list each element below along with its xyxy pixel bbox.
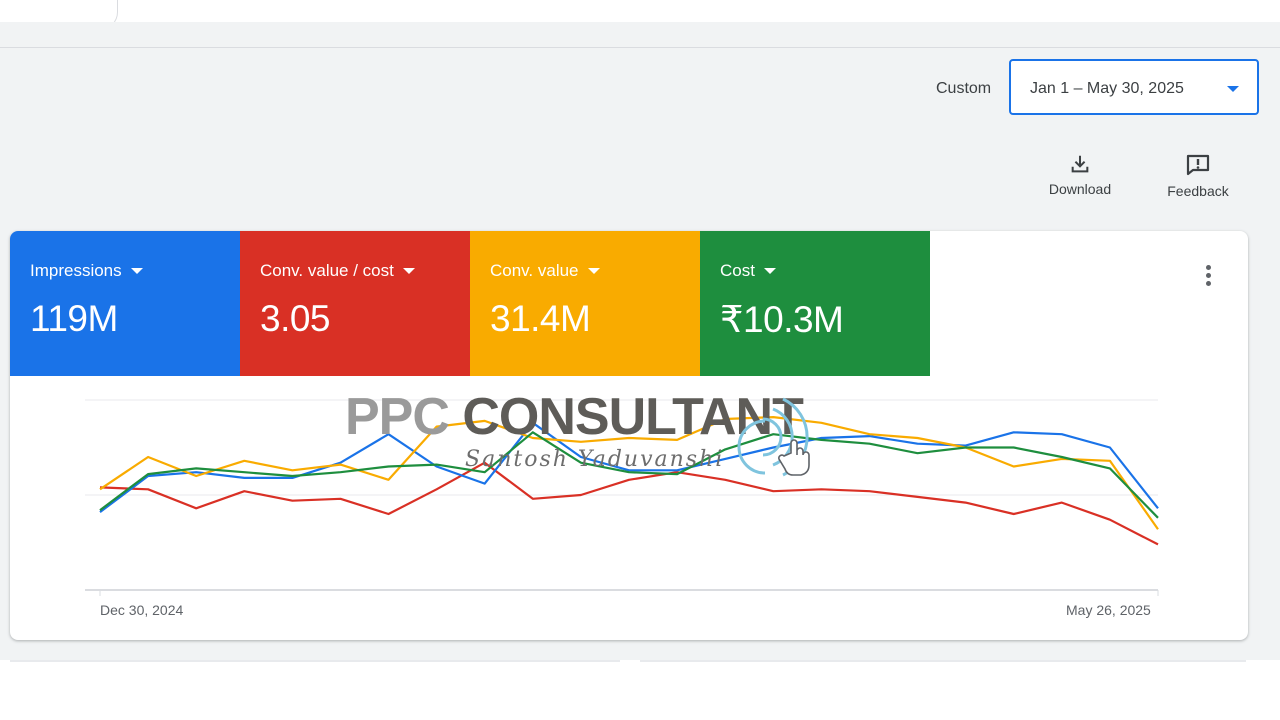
- download-icon: [1071, 155, 1089, 173]
- metric-tile-conv-value-cost[interactable]: Conv. value / cost 3.05: [240, 231, 470, 376]
- metric-label: Conv. value: [490, 261, 579, 280]
- chevron-down-icon: [587, 268, 600, 274]
- x-axis-start-label: Dec 30, 2024: [100, 602, 184, 618]
- metric-label: Cost: [720, 261, 755, 280]
- feedback-button[interactable]: Feedback: [1153, 153, 1243, 199]
- date-range-select[interactable]: Jan 1 – May 30, 2025: [1009, 59, 1259, 115]
- more-options-icon[interactable]: [1204, 265, 1212, 289]
- series-line-conv-value-cost: [99, 461, 1159, 546]
- download-label: Download: [1048, 181, 1112, 197]
- metric-value: 119M: [30, 298, 118, 339]
- metric-value: ₹10.3M: [720, 299, 844, 340]
- header-divider: [0, 47, 1280, 48]
- download-button[interactable]: Download: [1035, 153, 1125, 197]
- date-range-value: Jan 1 – May 30, 2025: [1030, 80, 1184, 97]
- x-axis-end-label: May 26, 2025: [1066, 602, 1151, 618]
- metric-label: Conv. value / cost: [260, 261, 394, 280]
- dropdown-caret-icon: [1227, 86, 1239, 92]
- chevron-down-icon: [763, 268, 776, 274]
- metric-tiles: Impressions 119M Conv. value / cost 3.05…: [10, 231, 930, 376]
- metric-tile-cost[interactable]: Cost ₹10.3M: [700, 231, 930, 376]
- line-chart: [85, 399, 1159, 596]
- chevron-down-icon: [130, 268, 143, 274]
- series-line-conv-value: [99, 415, 1159, 530]
- metric-label: Impressions: [30, 261, 122, 280]
- feedback-icon: [1186, 154, 1210, 176]
- feedback-label: Feedback: [1167, 183, 1229, 199]
- bottom-card-edge: [10, 660, 620, 662]
- series-line-cost: [99, 431, 1159, 519]
- series-line-impressions: [99, 421, 1159, 513]
- top-strip: [0, 0, 1280, 30]
- metric-value: 31.4M: [490, 298, 591, 339]
- performance-chart-card: Impressions 119M Conv. value / cost 3.05…: [10, 231, 1248, 640]
- metric-tile-conv-value[interactable]: Conv. value 31.4M: [470, 231, 700, 376]
- date-range-label: Custom: [936, 80, 992, 97]
- bottom-card-edge: [640, 660, 1246, 662]
- chevron-down-icon: [402, 268, 415, 274]
- metric-tile-impressions[interactable]: Impressions 119M: [10, 231, 240, 376]
- metric-value: 3.05: [260, 298, 331, 339]
